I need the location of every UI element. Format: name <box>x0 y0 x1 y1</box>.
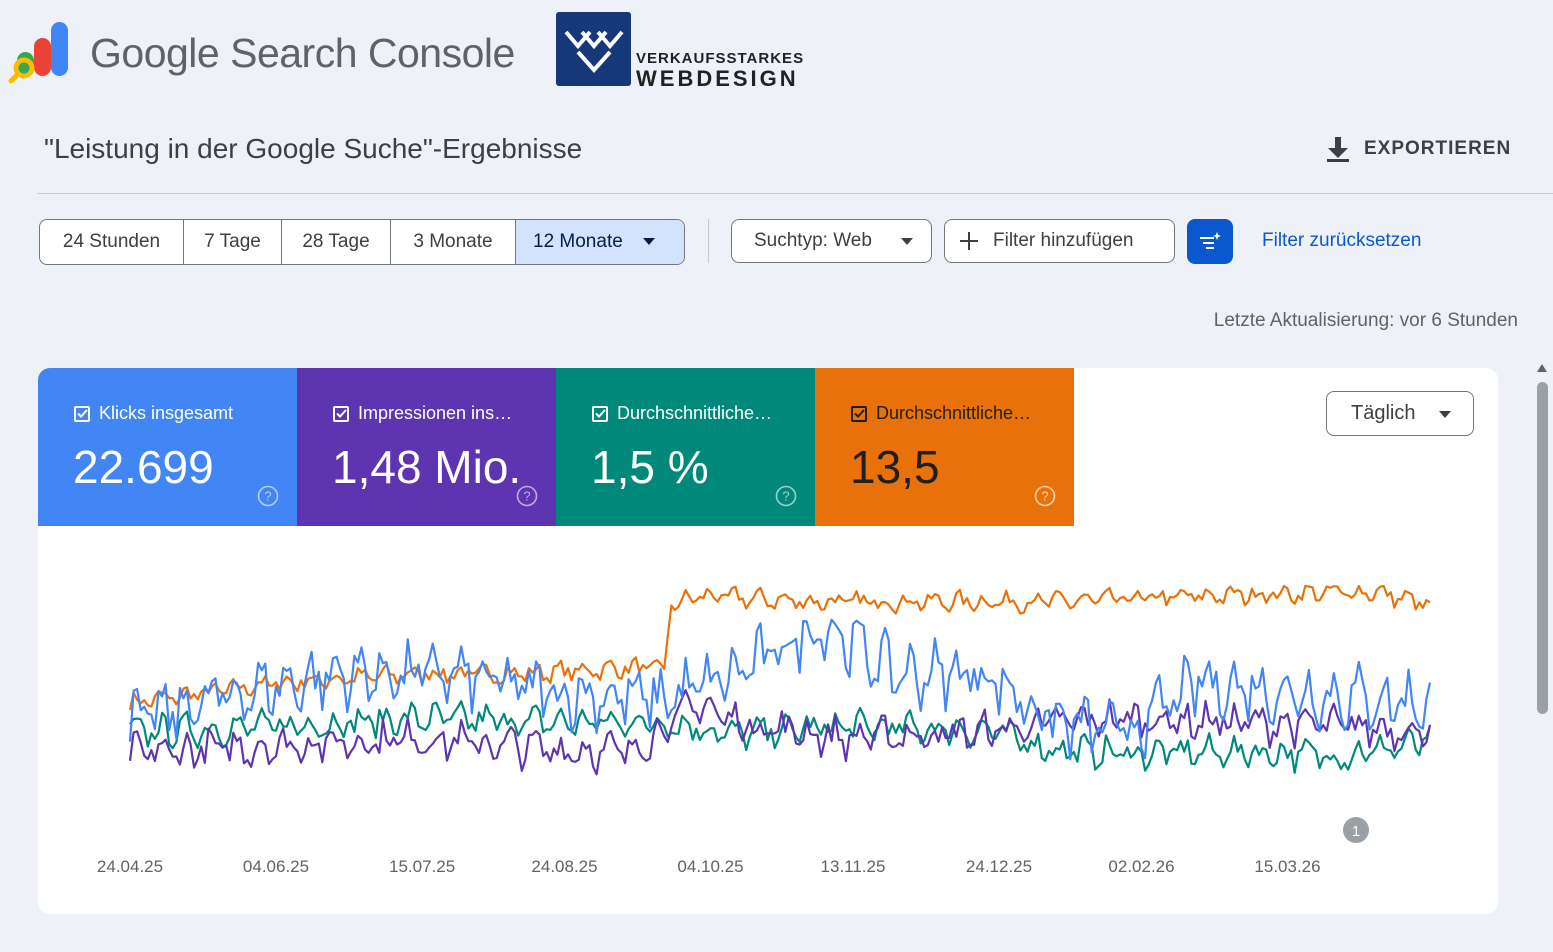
checkbox-checked-icon[interactable] <box>851 405 867 422</box>
range-24-stunden[interactable]: 24 Stunden <box>40 220 184 264</box>
help-icon[interactable]: ? <box>516 485 538 507</box>
checkbox-checked-icon[interactable] <box>74 405 90 422</box>
metric-label: Durchschnittliche… <box>876 403 1032 423</box>
x-tick-label: 13.11.25 <box>821 857 886 876</box>
metric-value: 13,5 <box>850 441 940 493</box>
x-tick-label: 15.03.26 <box>1254 857 1320 876</box>
scroll-up-arrow-icon[interactable] <box>1537 364 1547 372</box>
export-button[interactable]: EXPORTIEREN <box>1326 132 1511 166</box>
svg-text:?: ? <box>782 489 789 504</box>
checkbox-checked-icon[interactable] <box>333 405 349 422</box>
filter-sparkle-icon <box>1200 231 1221 249</box>
help-icon[interactable]: ? <box>257 485 279 507</box>
metric-card-impressions[interactable]: Impressionen ins… 1,48 Mio. ? <box>297 368 556 526</box>
search-type-dropdown[interactable]: Suchtyp: Web <box>731 219 932 263</box>
search-console-logo-icon <box>8 22 68 84</box>
series-line-0 <box>128 618 1432 761</box>
series-line-1 <box>128 689 1432 776</box>
range-28-tage[interactable]: 28 Tage <box>282 220 391 264</box>
series-line-3 <box>128 584 1431 711</box>
range-12-monate-label: 12 Monate <box>533 231 623 252</box>
series-line-2 <box>129 700 1432 774</box>
range-7-tage[interactable]: 7 Tage <box>184 220 282 264</box>
metric-value: 22.699 <box>73 441 214 493</box>
page-title: "Leistung in der Google Suche"-Ergebniss… <box>44 133 583 164</box>
annotation-label: 1 <box>1352 823 1360 840</box>
metric-value: 1,48 Mio. <box>332 441 522 493</box>
add-filter-button[interactable]: Filter hinzufügen <box>944 219 1175 263</box>
export-label: EXPORTIEREN <box>1364 138 1512 159</box>
svg-text:?: ? <box>523 489 530 504</box>
scrollbar-thumb[interactable] <box>1537 382 1548 714</box>
partner-logo: VERKAUFSSTARKES WEBDESIGN <box>556 12 806 91</box>
svg-text:?: ? <box>264 489 271 504</box>
svg-text:?: ? <box>1041 489 1048 504</box>
granularity-dropdown[interactable]: Täglich <box>1326 391 1474 436</box>
metric-label: Klicks insgesamt <box>99 403 234 423</box>
search-type-label: Suchtyp: Web <box>754 230 872 251</box>
date-range-selector: 24 Stunden 7 Tage 28 Tage 3 Monate 12 Mo… <box>39 219 685 265</box>
metric-card-ctr[interactable]: Durchschnittliche… 1,5 % ? <box>556 368 815 526</box>
filter-separator <box>708 219 709 263</box>
metric-card-clicks[interactable]: Klicks insgesamt 22.699 ? <box>38 368 297 526</box>
metric-label: Durchschnittliche… <box>617 403 773 423</box>
metric-card-position[interactable]: Durchschnittliche… 13,5 ? <box>815 368 1074 526</box>
x-tick-label: 04.10.25 <box>677 857 743 876</box>
partner-line1: VERKAUFSSTARKES <box>636 50 805 67</box>
plus-icon <box>960 232 978 250</box>
performance-card: Klicks insgesamt 22.699 ? Impressionen i… <box>38 368 1498 914</box>
x-tick-label: 24.08.25 <box>531 857 597 876</box>
x-tick-label: 02.02.26 <box>1108 857 1174 876</box>
x-tick-label: 15.07.25 <box>389 857 455 876</box>
x-tick-label: 24.12.25 <box>966 857 1032 876</box>
metric-value: 1,5 % <box>591 441 709 493</box>
annotation-marker[interactable]: 1 <box>1343 817 1369 843</box>
checkbox-checked-icon[interactable] <box>592 405 608 422</box>
partner-logo-mark-icon <box>556 12 631 86</box>
help-icon[interactable]: ? <box>1034 485 1056 507</box>
chevron-down-icon <box>901 238 913 245</box>
page-scrollbar[interactable] <box>1531 352 1553 952</box>
granularity-label: Täglich <box>1351 402 1416 424</box>
x-tick-label: 24.04.25 <box>97 857 163 876</box>
help-icon[interactable]: ? <box>775 485 797 507</box>
last-update-text: Letzte Aktualisierung: vor 6 Stunden <box>1213 310 1518 331</box>
header-divider <box>38 193 1553 194</box>
x-tick-label: 04.06.25 <box>243 857 309 876</box>
product-name: Google Search Console <box>90 30 515 76</box>
chevron-down-icon <box>1439 411 1451 418</box>
metric-label: Impressionen ins… <box>358 403 513 423</box>
add-filter-label: Filter hinzufügen <box>993 230 1134 251</box>
range-12-monate[interactable]: 12 Monate <box>516 220 684 264</box>
chevron-down-icon <box>642 238 655 245</box>
performance-line-chart: 24.04.25 04.06.25 15.07.25 24.08.25 04.10.25… <box>97 584 1432 876</box>
partner-line2: WEBDESIGN <box>636 66 799 91</box>
reset-filters-link[interactable]: Filter zurücksetzen <box>1262 230 1422 251</box>
filter-settings-button[interactable] <box>1187 219 1233 264</box>
download-icon <box>1327 137 1349 162</box>
range-3-monate[interactable]: 3 Monate <box>391 220 516 264</box>
